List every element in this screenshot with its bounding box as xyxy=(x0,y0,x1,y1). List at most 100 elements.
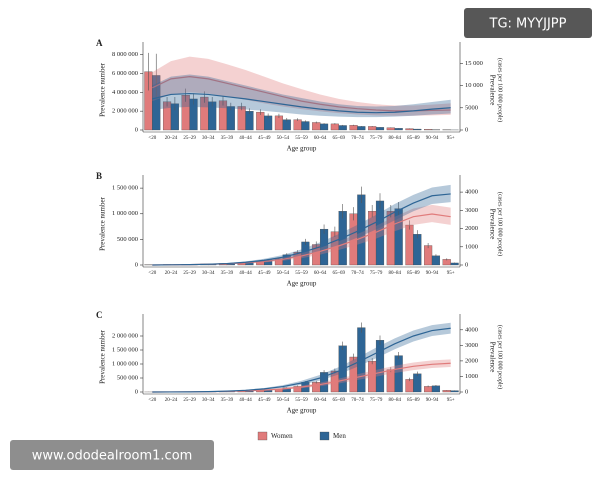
x-tick-label: 40–44 xyxy=(239,136,252,141)
x-tick-label: 65–69 xyxy=(333,136,346,141)
confidence-band xyxy=(152,359,451,392)
bar xyxy=(368,126,377,131)
bar xyxy=(413,128,422,131)
y-tick-label: 2 000 000 xyxy=(112,108,138,115)
y-tick-label: 0 xyxy=(135,388,138,395)
x-tick-label: 90–94 xyxy=(426,271,439,276)
bar xyxy=(405,379,414,393)
x-tick-label: 80–84 xyxy=(388,136,401,141)
x-tick-label: 50–54 xyxy=(277,136,290,141)
legend-swatch xyxy=(319,431,330,441)
y2-tick-label: 0 xyxy=(465,388,468,395)
panel-label: B xyxy=(96,171,102,181)
x-tick-label: 50–54 xyxy=(277,271,290,276)
y-tick-label: 0 xyxy=(135,261,138,268)
x-tick-label: <20 xyxy=(148,398,156,403)
x-tick-label: 45–49 xyxy=(258,398,271,403)
x-tick-label: 75–79 xyxy=(370,398,383,403)
x-tick-label: 95+ xyxy=(447,136,455,141)
y2-axis-label: Prevalence xyxy=(488,75,496,106)
watermark-box xyxy=(10,440,214,470)
x-tick-label: 85–89 xyxy=(407,136,420,141)
bar xyxy=(413,234,422,266)
x-tick-label: 60–64 xyxy=(314,271,327,276)
prevalence-line xyxy=(152,76,451,112)
x-tick-label: 30–34 xyxy=(202,398,215,403)
y-tick-label: 500 000 xyxy=(117,236,138,243)
x-tick-label: 75–79 xyxy=(370,271,383,276)
y2-axis-label: Prevalence xyxy=(488,342,496,373)
bar xyxy=(386,127,395,131)
bar xyxy=(375,127,385,131)
y2-tick-label: 1000 xyxy=(465,373,478,380)
prevalence-line xyxy=(152,92,451,114)
y-tick-label: 6 000 000 xyxy=(112,70,138,77)
y2-tick-label: 10 000 xyxy=(465,82,483,89)
bar xyxy=(394,355,403,393)
legend-label: Men xyxy=(333,432,346,440)
x-tick-label: 30–34 xyxy=(202,136,215,141)
x-tick-label: 25–29 xyxy=(183,398,196,403)
x-tick-label: 20–24 xyxy=(165,271,178,276)
x-tick-label: 35–39 xyxy=(221,136,234,141)
y-tick-label: 2 000 000 xyxy=(112,332,138,339)
x-tick-label: 45–49 xyxy=(258,271,271,276)
confidence-band xyxy=(152,56,451,116)
y2-tick-label: 4000 xyxy=(465,326,478,333)
x-tick-label: 60–64 xyxy=(314,136,327,141)
y-tick-label: 1 500 000 xyxy=(112,346,138,353)
y2-axis-sublabel: (cases per 100 000 people) xyxy=(497,192,504,256)
x-tick-label: 30–34 xyxy=(202,271,215,276)
y2-tick-label: 0 xyxy=(465,126,468,133)
y-axis-label: Prevalence number xyxy=(99,329,107,384)
x-tick-label: 40–44 xyxy=(239,271,252,276)
y-tick-label: 8 000 000 xyxy=(112,51,138,58)
y2-tick-label: 5000 xyxy=(465,104,478,111)
y-axis-label: Prevalence number xyxy=(99,196,107,251)
x-tick-label: 70–74 xyxy=(351,136,364,141)
x-tick-label: 45–49 xyxy=(258,136,271,141)
x-tick-label: <20 xyxy=(148,271,156,276)
x-tick-label: 20–24 xyxy=(165,136,178,141)
x-tick-label: 70–74 xyxy=(351,398,364,403)
y-tick-label: 1 500 000 xyxy=(112,185,138,192)
x-tick-label: 90–94 xyxy=(426,398,439,403)
x-tick-label: <20 xyxy=(148,136,156,141)
legend-swatch xyxy=(257,431,268,441)
x-tick-label: 65–69 xyxy=(333,271,346,276)
y2-tick-label: 4000 xyxy=(465,189,478,196)
x-tick-label: 80–84 xyxy=(388,398,401,403)
bar xyxy=(330,123,339,131)
watermark: TG: MYYJJPP xyxy=(489,17,567,32)
x-tick-label: 95+ xyxy=(447,398,455,403)
x-axis-label: Age group xyxy=(287,407,317,415)
bar xyxy=(301,121,310,131)
x-tick-label: 65–69 xyxy=(333,398,346,403)
y-tick-label: 0 xyxy=(135,126,138,133)
y2-tick-label: 1000 xyxy=(465,243,478,250)
x-tick-label: 85–89 xyxy=(407,271,420,276)
y2-axis-label: Prevalence xyxy=(488,209,496,240)
y-tick-label: 1 000 000 xyxy=(112,210,138,217)
watermark: www.ododealroom1.com xyxy=(32,449,193,464)
bar xyxy=(312,122,321,131)
x-tick-label: 55–59 xyxy=(295,398,308,403)
bar xyxy=(293,119,302,131)
y2-tick-label: 15 000 xyxy=(465,60,483,67)
bar xyxy=(424,245,433,266)
y2-tick-label: 2000 xyxy=(465,225,478,232)
y2-axis-sublabel: (cases per 100 000 people) xyxy=(497,58,504,122)
y2-tick-label: 2000 xyxy=(465,357,478,364)
x-tick-label: 35–39 xyxy=(221,271,234,276)
bar xyxy=(319,123,329,131)
confidence-band xyxy=(152,74,451,118)
x-tick-label: 55–59 xyxy=(295,136,308,141)
bar xyxy=(424,129,433,131)
y2-tick-label: 3000 xyxy=(465,207,478,214)
y2-tick-label: 0 xyxy=(465,261,468,268)
panel-label: A xyxy=(96,38,103,48)
prevalence-line xyxy=(152,193,451,266)
y-axis-label: Prevalence number xyxy=(99,62,107,117)
x-tick-label: 80–84 xyxy=(388,271,401,276)
